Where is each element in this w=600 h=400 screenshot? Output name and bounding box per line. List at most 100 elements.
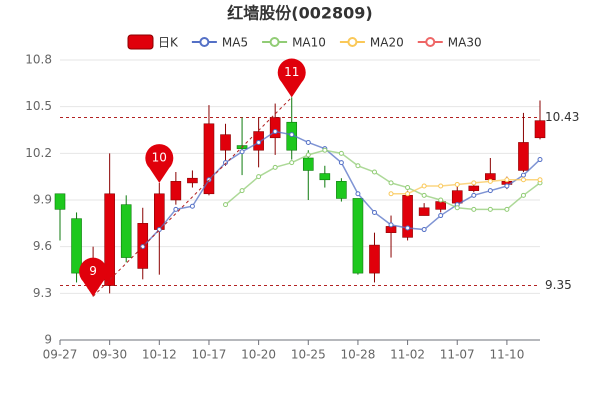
ma-point (504, 206, 510, 212)
candle-body (203, 123, 215, 195)
candle-body (302, 157, 314, 171)
x-tick-label: 11-07 (440, 348, 475, 362)
ma-point (338, 160, 344, 166)
legend-label: MA20 (370, 36, 404, 50)
x-tick-label: 09-27 (43, 348, 78, 362)
candle-body (518, 142, 529, 171)
ma-point (438, 197, 444, 203)
ma-line (391, 179, 540, 195)
ma-point (256, 174, 262, 180)
candle-body (534, 120, 546, 139)
candle-body (220, 134, 231, 151)
reference-label: 10.43 (545, 110, 579, 124)
candle-body (336, 181, 347, 199)
ma-point (471, 180, 477, 186)
ma-point (223, 202, 229, 208)
candle-body (451, 190, 463, 204)
ma-point (438, 213, 444, 219)
ma-point (355, 191, 361, 197)
candle-body (435, 201, 446, 210)
ma-point (272, 129, 278, 135)
x-tick-label: 10-17 (192, 348, 227, 362)
x-tick-label: 11-10 (489, 348, 524, 362)
ma-point (487, 188, 493, 194)
ma-point (223, 160, 229, 166)
candle-body (187, 177, 198, 184)
ma-point (471, 206, 477, 212)
ma-point (289, 132, 295, 138)
y-tick-label: 10.2 (25, 146, 52, 160)
x-tick-label: 10-28 (340, 348, 375, 362)
ma-point (487, 206, 493, 212)
pin-marker (277, 58, 306, 98)
reference-label: 9.35 (545, 278, 572, 292)
candle-body (418, 207, 430, 216)
ma-point (438, 183, 444, 189)
ma-point (454, 205, 460, 211)
y-tick-label: 9.3 (33, 286, 52, 300)
y-tick-label: 9 (44, 333, 52, 347)
ma-point (504, 183, 510, 189)
ma-point (371, 209, 377, 215)
ma-point (289, 160, 295, 166)
ma-point (355, 163, 361, 169)
ma-point (487, 178, 493, 184)
candle-body (468, 185, 480, 191)
chart-title: 红墙股份(002809) (227, 4, 372, 23)
candle-body (369, 244, 380, 274)
ma-point (454, 181, 460, 187)
ma-point (537, 157, 543, 163)
legend-swatch (127, 34, 154, 50)
ma-point (421, 183, 427, 189)
candle-body (120, 204, 132, 258)
pin-marker (79, 257, 108, 297)
ma-point (305, 152, 311, 158)
ma-point (405, 225, 411, 231)
ma-point (173, 206, 179, 212)
candle-body (319, 173, 331, 181)
ma-point (520, 177, 526, 183)
x-tick-label: 10-12 (142, 348, 177, 362)
x-tick-label: 10-25 (291, 348, 326, 362)
ma-point (520, 192, 526, 198)
ma-point (405, 191, 411, 197)
legend-swatch (347, 37, 358, 47)
trend-line (92, 96, 293, 297)
pin-marker (145, 144, 174, 183)
legend-label: 日K (158, 36, 179, 50)
ma-point (388, 191, 394, 197)
ma-point (322, 147, 328, 153)
ma-point (388, 180, 394, 186)
ma-line (225, 149, 541, 211)
candle-body (104, 193, 115, 286)
legend-label: MA30 (448, 36, 482, 50)
candle-body (269, 117, 281, 139)
ma-point (504, 177, 510, 183)
legend-label: MA5 (222, 36, 248, 50)
candle-body (170, 181, 182, 201)
y-tick-label: 10.8 (25, 53, 52, 67)
y-tick-label: 9.6 (33, 239, 52, 253)
legend-label: MA10 (292, 36, 326, 50)
legend-swatch (199, 37, 210, 47)
x-tick-label: 10-20 (241, 348, 276, 362)
legend-swatch (269, 37, 280, 47)
ma-point (388, 222, 394, 228)
x-tick-label: 09-30 (92, 348, 127, 362)
ma-point (256, 139, 262, 145)
legend-swatch (425, 37, 436, 47)
candle-body (71, 218, 82, 274)
ma-point (520, 172, 526, 178)
candle-body (402, 195, 413, 238)
candle-body (54, 193, 66, 210)
ma-point (421, 192, 427, 198)
ma-point (537, 177, 543, 183)
ma-point (272, 164, 278, 170)
pin-label: 11 (284, 65, 299, 79)
ma-point (371, 169, 377, 175)
ma-point (421, 227, 427, 233)
ma-point (305, 139, 311, 145)
y-tick-label: 9.9 (33, 193, 52, 207)
